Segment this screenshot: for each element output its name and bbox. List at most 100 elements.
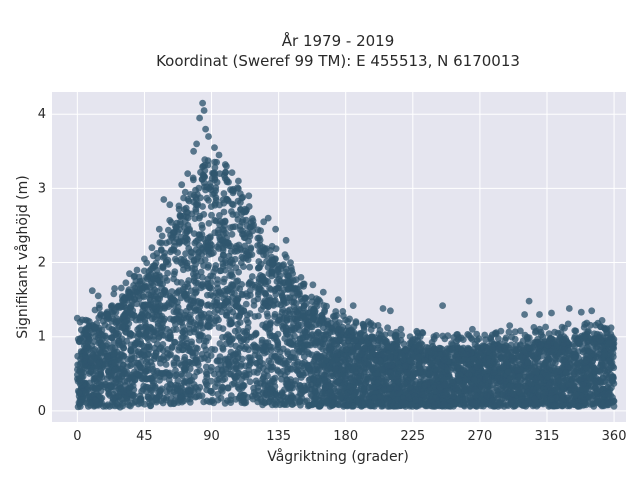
scatter-point (101, 332, 109, 340)
scatter-point (218, 383, 226, 391)
scatter-point (401, 389, 409, 396)
scatter-point (229, 223, 237, 231)
scatter-point (211, 302, 218, 310)
chart-subtitle: Koordinat (Sweref 99 TM): E 455513, N 61… (156, 52, 520, 70)
scatter-point (147, 358, 155, 366)
scatter-point (426, 370, 434, 377)
scatter-point (141, 319, 149, 327)
scatter-point (399, 356, 407, 364)
scatter-point (199, 224, 206, 232)
scatter-point (105, 323, 113, 331)
scatter-point (227, 247, 235, 255)
scatter-point (297, 401, 304, 409)
scatter-point (322, 356, 330, 364)
scatter-point (149, 365, 157, 373)
scatter-point (237, 259, 245, 267)
scatter-point (219, 246, 227, 254)
scatter-point (202, 242, 209, 250)
scatter-point (158, 284, 166, 292)
scatter-point (115, 323, 123, 331)
scatter-point (255, 285, 263, 293)
scatter-point (279, 367, 287, 375)
scatter-point (498, 391, 506, 399)
scatter-point (239, 216, 247, 224)
scatter-point (116, 357, 124, 365)
scatter-point (559, 356, 566, 364)
scatter-point (179, 372, 186, 380)
scatter-point (224, 384, 232, 392)
scatter-point (317, 352, 325, 360)
scatter-point (158, 326, 166, 334)
scatter-point (254, 387, 262, 395)
scatter-point (322, 347, 330, 354)
scatter-point (119, 388, 127, 395)
scatter-point (385, 373, 392, 381)
scatter-point (151, 313, 158, 321)
scatter-point (228, 230, 236, 238)
scatter-point (212, 383, 219, 391)
scatter-point (220, 226, 228, 234)
scatter-point (213, 314, 221, 322)
scatter-point (156, 312, 163, 319)
scatter-point (419, 391, 426, 398)
scatter-point (282, 328, 290, 336)
scatter-point (166, 328, 174, 336)
scatter-point (255, 312, 262, 320)
scatter-point (609, 350, 617, 357)
scatter-point (289, 384, 296, 392)
scatter-point (289, 349, 297, 357)
scatter-point (152, 394, 160, 402)
scatter-point (181, 353, 189, 361)
scatter-point (248, 251, 256, 258)
scatter-point (178, 334, 186, 342)
scatter-point (117, 397, 124, 404)
scatter-point (371, 357, 379, 365)
scatter-point (303, 320, 311, 328)
scatter-point (156, 317, 164, 325)
scatter-point (592, 380, 600, 387)
scatter-point (242, 300, 250, 308)
scatter-point (192, 279, 200, 287)
scatter-point (200, 314, 207, 321)
scatter-point (151, 286, 159, 294)
scatter-point (374, 344, 381, 352)
scatter-point (120, 344, 127, 352)
scatter-point (190, 387, 198, 395)
scatter-point (201, 256, 209, 264)
scatter-point (173, 289, 181, 297)
scatter-point (208, 211, 215, 219)
scatter-point (198, 392, 206, 399)
scatter-point (521, 383, 529, 390)
scatter-point (246, 263, 254, 271)
scatter-point (235, 313, 243, 321)
scatter-point (246, 378, 254, 386)
scatter-point (157, 291, 165, 299)
scatter-point (262, 251, 270, 259)
scatter-point (570, 363, 577, 371)
scatter-point (195, 242, 203, 249)
scatter-point (182, 307, 190, 315)
scatter-point (148, 386, 156, 394)
scatter-point (284, 348, 291, 355)
scatter-point (253, 380, 261, 387)
scatter-point (399, 399, 407, 406)
scatter-point (183, 280, 191, 288)
scatter-point (321, 384, 329, 391)
scatter-point (248, 273, 256, 280)
scatter-point (579, 381, 587, 389)
scatter-point (293, 342, 301, 350)
scatter-point (529, 386, 537, 393)
scatter-point (139, 307, 147, 314)
scatter-point (579, 348, 587, 356)
scatter-point (214, 396, 222, 404)
scatter-point (367, 373, 375, 381)
scatter-point (78, 337, 86, 345)
scatter-point (135, 324, 143, 332)
scatter-point (112, 318, 120, 326)
scatter-point (85, 392, 93, 400)
scatter-point (369, 344, 377, 352)
scatter-point (378, 365, 386, 373)
scatter-point (229, 201, 237, 209)
